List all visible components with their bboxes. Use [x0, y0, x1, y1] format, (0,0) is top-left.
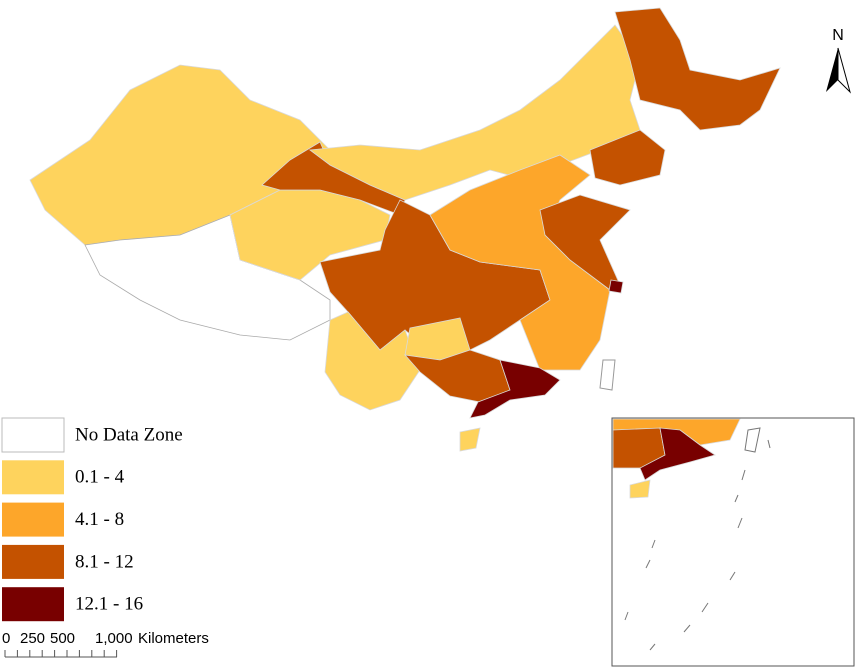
legend-swatch	[2, 587, 64, 622]
region	[429, 154, 611, 371]
region	[589, 129, 666, 186]
region	[469, 359, 561, 419]
legend-swatch	[2, 502, 64, 537]
legend: No Data Zone 0.1 - 4 4.1 - 8 8.1 - 12 12.1 -…	[1, 417, 183, 622]
region	[608, 279, 624, 294]
legend-label: 0.1 - 4	[75, 467, 125, 488]
legend-swatch	[1, 417, 65, 453]
region	[324, 311, 421, 411]
legend-swatch	[2, 544, 64, 579]
islands	[624, 439, 771, 651]
legend-label: 12.1 - 16	[75, 594, 143, 615]
main-map	[29, 7, 781, 452]
legend-label: 4.1 - 8	[75, 509, 124, 530]
region	[308, 24, 641, 201]
legend-swatch	[2, 460, 64, 495]
scale-unit: Kilometers	[138, 630, 209, 647]
north-label: N	[832, 27, 844, 44]
inset-map	[611, 417, 855, 667]
region	[403, 349, 511, 403]
scale-label: 0	[2, 630, 10, 647]
legend-label: No Data Zone	[75, 424, 183, 445]
region	[84, 214, 331, 341]
region	[614, 7, 781, 131]
region	[459, 427, 481, 452]
region	[639, 427, 716, 481]
north-arrow: N	[826, 27, 851, 94]
scale-label: 1,000	[95, 630, 133, 647]
scale-label: 500	[50, 630, 75, 647]
legend-label: 8.1 - 12	[75, 551, 134, 572]
region	[629, 479, 651, 499]
scale-bar: 0 250 500 1,000 Kilometers	[2, 630, 209, 658]
island	[599, 359, 616, 391]
scale-label: 250	[20, 630, 45, 647]
